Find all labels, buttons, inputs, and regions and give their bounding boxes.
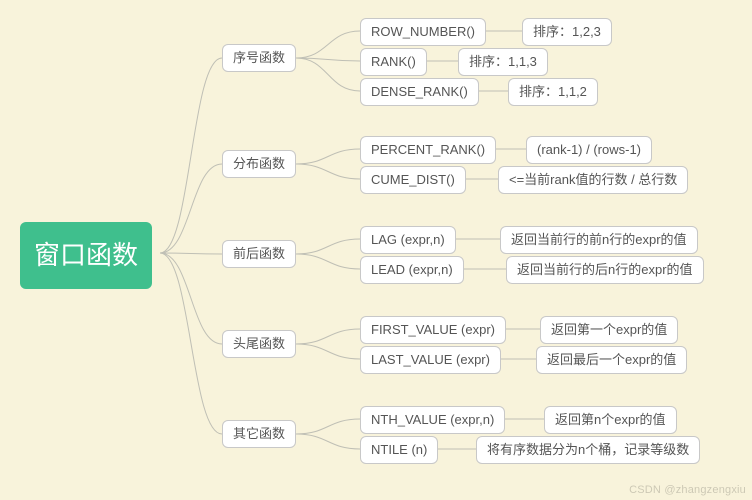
d-lead[interactable]: 返回当前行的后n行的expr的值 <box>506 256 704 284</box>
cat-other[interactable]: 其它函数 <box>222 420 296 448</box>
fn-rank[interactable]: RANK() <box>360 48 427 76</box>
d-cume-label: <=当前rank值的行数 / 总行数 <box>509 172 677 187</box>
d-lag[interactable]: 返回当前行的前n行的expr的值 <box>500 226 698 254</box>
d-pct[interactable]: (rank-1) / (rows-1) <box>526 136 652 164</box>
fn-first-label: FIRST_VALUE (expr) <box>371 322 495 337</box>
fn-lead-label: LEAD (expr,n) <box>371 262 453 277</box>
fn-last-label: LAST_VALUE (expr) <box>371 352 490 367</box>
cat-first[interactable]: 头尾函数 <box>222 330 296 358</box>
d-last-label: 返回最后一个expr的值 <box>547 352 676 367</box>
d-rank-label: 排序：1,1,3 <box>469 54 537 69</box>
fn-pct-label: PERCENT_RANK() <box>371 142 485 157</box>
d-ntile[interactable]: 将有序数据分为n个桶，记录等级数 <box>476 436 700 464</box>
cat-seq[interactable]: 序号函数 <box>222 44 296 72</box>
fn-ntile-label: NTILE (n) <box>371 442 427 457</box>
cat-dist[interactable]: 分布函数 <box>222 150 296 178</box>
d-nth[interactable]: 返回第n个expr的值 <box>544 406 677 434</box>
root-label: 窗口函数 <box>34 240 138 270</box>
fn-pct[interactable]: PERCENT_RANK() <box>360 136 496 164</box>
watermark: CSDN @zhangzengxiu <box>629 484 746 496</box>
d-rownum-label: 排序：1,2,3 <box>533 24 601 39</box>
fn-lag-label: LAG (expr,n) <box>371 232 445 247</box>
d-lead-label: 返回当前行的后n行的expr的值 <box>517 262 693 277</box>
d-lag-label: 返回当前行的前n行的expr的值 <box>511 232 687 247</box>
d-dense-label: 排序：1,1,2 <box>519 84 587 99</box>
cat-lag[interactable]: 前后函数 <box>222 240 296 268</box>
fn-first[interactable]: FIRST_VALUE (expr) <box>360 316 506 344</box>
fn-dense-label: DENSE_RANK() <box>371 84 468 99</box>
fn-cume[interactable]: CUME_DIST() <box>360 166 466 194</box>
fn-lag[interactable]: LAG (expr,n) <box>360 226 456 254</box>
root-node[interactable]: 窗口函数 <box>20 222 152 289</box>
fn-rownum[interactable]: ROW_NUMBER() <box>360 18 486 46</box>
cat-dist-label: 分布函数 <box>233 156 285 171</box>
d-rank[interactable]: 排序：1,1,3 <box>458 48 548 76</box>
fn-nth-label: NTH_VALUE (expr,n) <box>371 412 494 427</box>
d-last[interactable]: 返回最后一个expr的值 <box>536 346 687 374</box>
cat-other-label: 其它函数 <box>233 426 285 441</box>
d-rownum[interactable]: 排序：1,2,3 <box>522 18 612 46</box>
cat-seq-label: 序号函数 <box>233 50 285 65</box>
fn-cume-label: CUME_DIST() <box>371 172 455 187</box>
fn-last[interactable]: LAST_VALUE (expr) <box>360 346 501 374</box>
cat-lag-label: 前后函数 <box>233 246 285 261</box>
d-first-label: 返回第一个expr的值 <box>551 322 667 337</box>
d-dense[interactable]: 排序：1,1,2 <box>508 78 598 106</box>
fn-rank-label: RANK() <box>371 54 416 69</box>
d-first[interactable]: 返回第一个expr的值 <box>540 316 678 344</box>
fn-lead[interactable]: LEAD (expr,n) <box>360 256 464 284</box>
fn-ntile[interactable]: NTILE (n) <box>360 436 438 464</box>
fn-nth[interactable]: NTH_VALUE (expr,n) <box>360 406 505 434</box>
fn-rownum-label: ROW_NUMBER() <box>371 24 475 39</box>
d-ntile-label: 将有序数据分为n个桶，记录等级数 <box>487 442 689 457</box>
cat-first-label: 头尾函数 <box>233 336 285 351</box>
d-pct-label: (rank-1) / (rows-1) <box>537 142 641 157</box>
fn-dense[interactable]: DENSE_RANK() <box>360 78 479 106</box>
d-cume[interactable]: <=当前rank值的行数 / 总行数 <box>498 166 688 194</box>
d-nth-label: 返回第n个expr的值 <box>555 412 666 427</box>
